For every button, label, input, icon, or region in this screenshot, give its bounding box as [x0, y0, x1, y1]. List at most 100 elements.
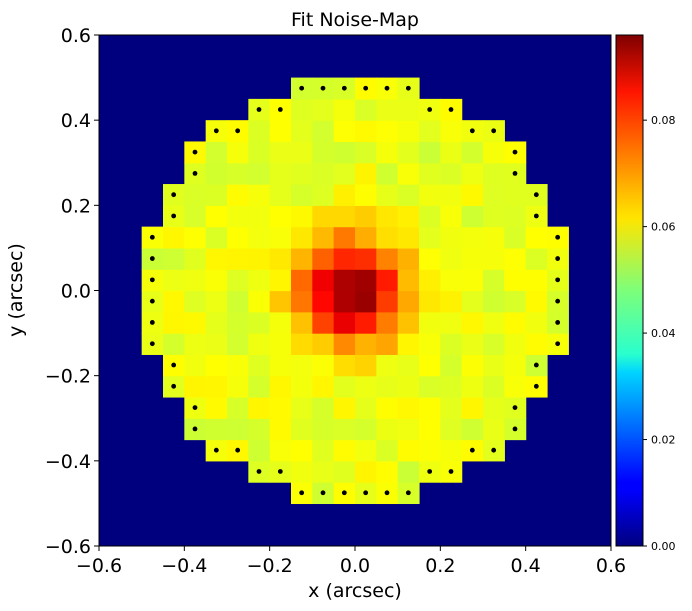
heatmap-cell [504, 290, 527, 313]
heatmap-cell [205, 205, 228, 228]
heatmap-cell [419, 396, 441, 419]
heatmap-cell [291, 311, 313, 334]
heatmap-cell [291, 333, 313, 355]
heatmap-cell [312, 375, 335, 398]
heatmap-cell [312, 120, 335, 143]
heatmap-cell [397, 460, 420, 483]
border-marker [555, 341, 561, 347]
heatmap-cell [184, 375, 207, 398]
border-marker [384, 490, 390, 496]
y-tick-label: −0.6 [45, 536, 91, 558]
heatmap-cell [397, 205, 420, 228]
heatmap-cell [397, 141, 420, 164]
heatmap-cell [397, 354, 420, 377]
heatmap-cell [419, 290, 441, 313]
heatmap-cell [355, 354, 377, 377]
x-tick-label: 0.2 [425, 555, 455, 577]
heatmap-cell [333, 354, 356, 377]
heatmap-cell [440, 247, 463, 270]
heatmap-cell [355, 311, 377, 334]
heatmap-cell [397, 98, 420, 121]
heatmap-cell [227, 375, 249, 398]
heatmap-cell [248, 311, 271, 334]
heatmap-cell [248, 439, 271, 462]
border-marker [469, 447, 475, 453]
heatmap-cell [376, 375, 399, 398]
heatmap-cell [227, 290, 249, 313]
heatmap-cell [397, 290, 420, 313]
border-marker [171, 362, 177, 368]
heatmap-cell [333, 396, 356, 419]
x-tick-label: −0.2 [247, 555, 293, 577]
heatmap-cell [419, 375, 441, 398]
heatmap-cell [291, 375, 313, 398]
x-tick-label: 0.4 [511, 555, 541, 577]
border-marker [512, 149, 518, 155]
border-marker [448, 107, 454, 112]
heatmap-cell [397, 418, 420, 441]
heatmap-cell [227, 184, 249, 206]
border-marker [192, 405, 198, 410]
border-markers [149, 85, 561, 496]
border-marker [555, 277, 561, 283]
heatmap-cell [291, 269, 313, 292]
heatmap-cell [397, 162, 420, 185]
heatmap-cell [483, 375, 505, 398]
heatmap-cell [333, 120, 356, 143]
heatmap-cell [419, 205, 441, 228]
heatmap-cell [376, 290, 399, 313]
heatmap-cell [525, 226, 548, 249]
heatmap-cell [227, 226, 249, 249]
heatmap-cell [483, 162, 505, 185]
border-marker [277, 107, 283, 112]
heatmap-cell [291, 141, 313, 164]
heatmap-cell [376, 354, 399, 377]
border-marker [405, 85, 411, 91]
heatmap-cell [248, 184, 271, 206]
border-marker [363, 85, 369, 91]
heatmap-cell [333, 141, 356, 164]
heatmap-cell [419, 269, 441, 292]
heatmap-cell [333, 205, 356, 228]
heatmap-cell [205, 396, 228, 419]
heatmap-cell [291, 98, 313, 121]
heatmap-cell [312, 98, 335, 121]
heatmap-cell [227, 269, 249, 292]
border-marker [427, 469, 433, 474]
border-marker [149, 256, 155, 261]
heatmap-cell [376, 141, 399, 164]
heatmap-cell [227, 205, 249, 228]
heatmap-cell [312, 290, 335, 313]
border-marker [256, 469, 262, 474]
border-marker [491, 447, 497, 453]
heatmap-cell [227, 396, 249, 419]
heatmap-cell [397, 375, 420, 398]
border-marker [320, 85, 326, 91]
heatmap-cell [312, 247, 335, 270]
heatmap-cell [440, 226, 463, 249]
heatmap-cell [419, 311, 441, 334]
heatmap-cell [440, 205, 463, 228]
heatmap-cell [440, 141, 463, 164]
heatmap-cell [333, 247, 356, 270]
heatmap-cell [333, 290, 356, 313]
heatmap-cell [205, 184, 228, 206]
heatmap-cell [227, 247, 249, 270]
heatmap-cell [355, 162, 377, 185]
heatmap-cell [333, 184, 356, 206]
heatmap-cell [291, 120, 313, 143]
border-marker [171, 383, 177, 389]
heatmap-cell [376, 162, 399, 185]
border-marker [299, 490, 305, 496]
x-axis: −0.6 −0.4 −0.2 0.0 0.2 0.4 0.6 [76, 546, 626, 577]
heatmap-cell [333, 269, 356, 292]
heatmap-cell [205, 375, 228, 398]
heatmap-cell [376, 311, 399, 334]
x-tick-label: −0.6 [76, 555, 122, 577]
heatmap-cell [205, 226, 228, 249]
heatmap-cell [376, 418, 399, 441]
heatmap-cell [525, 311, 548, 334]
x-tick-label: 0.0 [340, 555, 370, 577]
heatmap-cell [248, 162, 271, 185]
chart-title: Fit Noise-Map [291, 9, 419, 31]
